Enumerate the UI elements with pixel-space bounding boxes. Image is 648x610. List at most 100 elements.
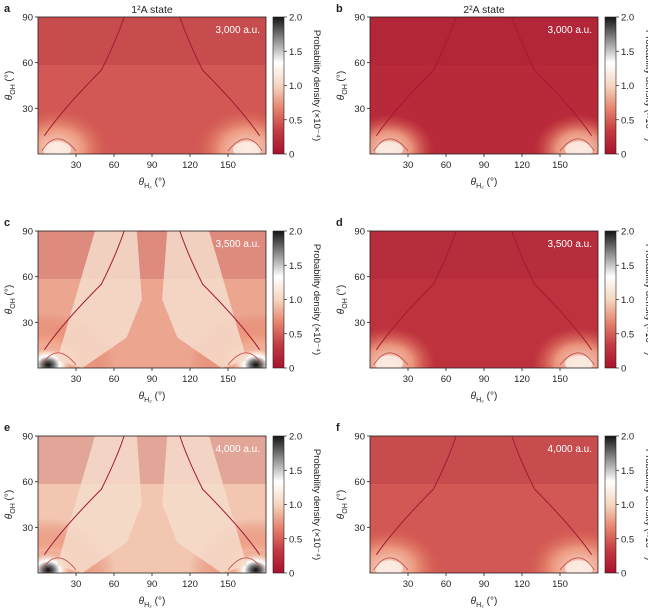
- colorbar-tick-label: 0: [289, 150, 294, 161]
- heatmap-top-shade: [370, 231, 598, 279]
- colorbar: [272, 435, 285, 574]
- x-tick-label: 120: [182, 160, 198, 171]
- contour-line: [41, 138, 77, 152]
- colorbar-tick-label: 1.5: [621, 466, 634, 477]
- colorbar-tick-label: 0.5: [289, 329, 302, 340]
- light-band-left: [57, 436, 142, 573]
- y-tick-label: 60: [22, 58, 33, 69]
- y-tick-label: 60: [354, 58, 365, 69]
- panel-title: 2²A state: [463, 4, 505, 16]
- colorbar-tick-label: 1.0: [289, 295, 302, 306]
- x-axis-label: θH₂ (°): [471, 177, 498, 190]
- x-tick-label: 150: [220, 374, 236, 385]
- y-axis-label: θOH (°): [336, 71, 349, 100]
- colorbar-tick-label: 0.5: [289, 534, 302, 545]
- y-axis-label: θOH (°): [336, 285, 349, 314]
- x-tick-label: 120: [514, 579, 530, 590]
- contour-line: [511, 231, 593, 351]
- colorbar-label: Probability density (×10⁻⁴): [643, 30, 648, 141]
- x-tick-label: 60: [109, 374, 120, 385]
- x-axis-label: θH₂ (°): [139, 596, 166, 609]
- panel-letter: f: [336, 422, 340, 434]
- colorbar-tick-label: 0: [289, 569, 294, 580]
- colorbar-tick-label: 1.0: [289, 81, 302, 92]
- light-band-right: [162, 436, 247, 573]
- x-tick-label: 90: [479, 374, 490, 385]
- contour-line: [41, 352, 77, 366]
- y-tick-label: 60: [22, 477, 33, 488]
- energy-annotation: 3,500 a.u.: [548, 239, 592, 250]
- colorbar-tick-label: 0.5: [621, 115, 634, 126]
- contour-line: [559, 557, 595, 571]
- hotspot: [565, 141, 593, 154]
- x-tick-label: 120: [514, 374, 530, 385]
- x-tick-label: 120: [182, 579, 198, 590]
- contour-line: [375, 231, 457, 351]
- x-tick-label: 120: [182, 374, 198, 385]
- heatmap: [370, 436, 598, 573]
- colorbar: [604, 435, 617, 574]
- colorbar-tick-label: 1.0: [621, 81, 634, 92]
- colorbar-tick-label: 2.0: [289, 432, 302, 443]
- heatmap-top-shade: [38, 436, 266, 484]
- contour-line: [373, 352, 409, 366]
- x-tick-label: 150: [220, 579, 236, 590]
- colorbar-tick-label: 1.5: [621, 261, 634, 272]
- x-tick-label: 120: [514, 160, 530, 171]
- hotspot: [565, 355, 593, 368]
- heatmap: [370, 231, 598, 368]
- colorbar-tick-label: 2.0: [289, 13, 302, 24]
- contour-line: [41, 557, 77, 571]
- colorbar-tick-label: 1.5: [289, 261, 302, 272]
- panel-title: 1²A state: [131, 4, 173, 16]
- x-tick-label: 30: [71, 579, 82, 590]
- y-tick-label: 30: [22, 523, 33, 534]
- panel-letter: a: [4, 3, 11, 15]
- colorbar: [272, 230, 285, 369]
- x-tick-label: 30: [403, 374, 414, 385]
- x-axis-label: θH₂ (°): [471, 391, 498, 404]
- hotspot: [375, 355, 403, 368]
- colorbar-tick-label: 1.0: [621, 295, 634, 306]
- contour-line: [373, 138, 409, 152]
- contour-line: [511, 436, 593, 556]
- colorbar-label: Probability density (×10⁻⁴): [311, 449, 322, 560]
- x-tick-label: 30: [71, 160, 82, 171]
- x-tick-label: 90: [479, 160, 490, 171]
- colorbar: [604, 16, 617, 155]
- colorbar-tick-label: 0: [621, 150, 626, 161]
- colorbar-label: Probability density (×10⁻⁴): [311, 244, 322, 355]
- y-tick-label: 30: [354, 318, 365, 329]
- energy-annotation: 3,000 a.u.: [216, 25, 260, 36]
- hotspot: [233, 141, 261, 154]
- x-tick-label: 60: [109, 579, 120, 590]
- panel-letter: d: [336, 217, 343, 229]
- colorbar-tick-label: 1.0: [621, 500, 634, 511]
- y-tick-label: 90: [354, 227, 365, 238]
- x-tick-label: 30: [71, 374, 82, 385]
- colorbar-tick-label: 1.5: [289, 47, 302, 58]
- colorbar: [272, 16, 285, 155]
- colorbar-tick-label: 0: [621, 364, 626, 375]
- y-tick-label: 90: [354, 13, 365, 24]
- contour-line: [227, 557, 263, 571]
- y-axis-label: θOH (°): [336, 490, 349, 519]
- contour-line: [375, 17, 457, 137]
- contour-line: [43, 231, 125, 351]
- colorbar-tick-label: 2.0: [621, 227, 634, 238]
- hotspot: [43, 141, 71, 154]
- colorbar-tick-label: 0.5: [621, 329, 634, 340]
- heatmap-top-shade: [370, 436, 598, 484]
- x-tick-label: 30: [403, 160, 414, 171]
- x-tick-label: 90: [147, 160, 158, 171]
- y-tick-label: 30: [354, 523, 365, 534]
- colorbar-label: Probability density (×10⁻⁴): [643, 244, 648, 355]
- heatmap: [38, 436, 266, 573]
- hotspot: [565, 560, 593, 573]
- y-axis-label: θOH (°): [4, 490, 17, 519]
- colorbar-tick-label: 0: [289, 364, 294, 375]
- y-tick-label: 30: [354, 104, 365, 115]
- colorbar: [604, 230, 617, 369]
- y-tick-label: 90: [22, 13, 33, 24]
